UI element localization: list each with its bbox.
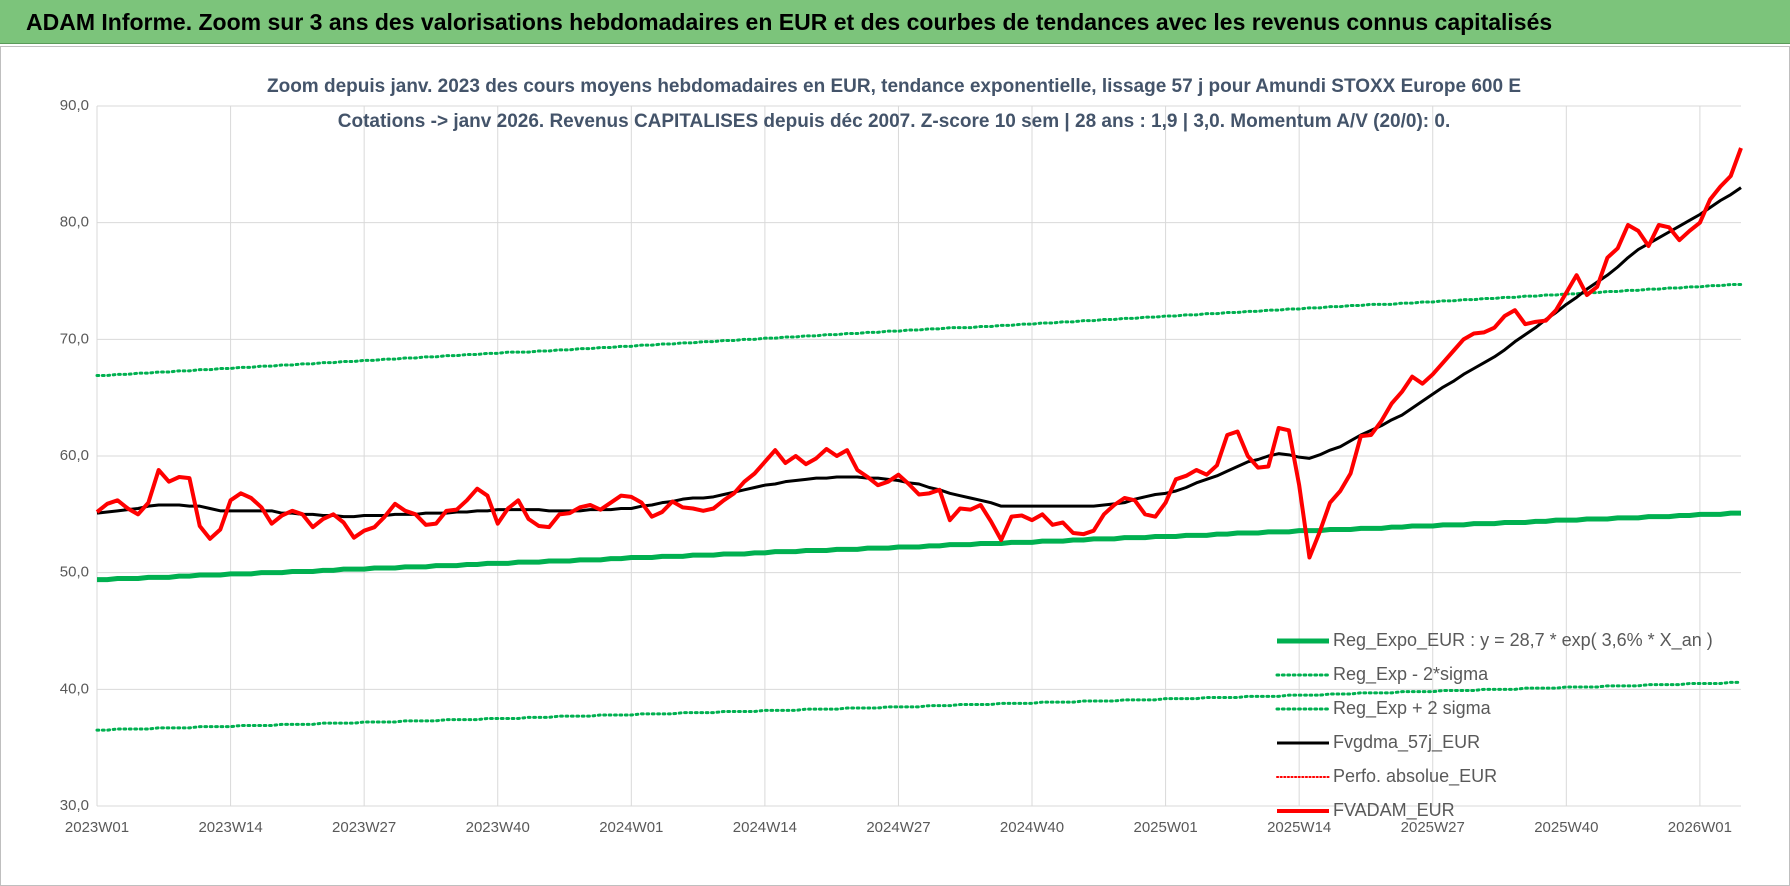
chart-frame: 30,0 40,0 50,0 60,0 70,0 80,0 90,0 2023W01 2023W… — [0, 46, 1790, 886]
legend-label: Fvgdma_57j_EUR — [1333, 732, 1480, 753]
series-line — [97, 510, 1741, 583]
grid: 30,0 40,0 50,0 60,0 70,0 80,0 90,0 2023W01 2023W… — [60, 97, 1741, 836]
x-tick-label: 2024W40 — [1000, 819, 1064, 836]
plot-lines — [95, 147, 1743, 732]
legend-label: FVADAM_EUR — [1333, 800, 1455, 821]
x-tick-label: 2024W27 — [866, 819, 930, 836]
x-tick-label: 2023W14 — [198, 819, 262, 836]
x-tick-label: 2025W40 — [1534, 819, 1598, 836]
y-tick-label: 90,0 — [60, 97, 89, 114]
series-line — [95, 680, 1743, 732]
chart-title: Zoom depuis janv. 2023 des cours moyens … — [267, 76, 1521, 97]
legend-label: Reg_Exp + 2 sigma — [1333, 698, 1492, 719]
y-tick-label: 50,0 — [60, 564, 89, 581]
legend-label: Reg_Expo_EUR : y = 28,7 * exp( 3,6% * X_… — [1333, 630, 1713, 651]
x-tick-label: 2024W14 — [733, 819, 797, 836]
x-tick-label: 2025W14 — [1267, 819, 1331, 836]
x-tick-label: 2024W01 — [599, 819, 663, 836]
chart: 30,0 40,0 50,0 60,0 70,0 80,0 90,0 2023W01 2023W… — [60, 76, 1743, 836]
series-line — [96, 186, 1742, 519]
x-tick-label: 2026W01 — [1668, 819, 1732, 836]
x-tick-label: 2025W27 — [1401, 819, 1465, 836]
x-tick-label: 2023W40 — [466, 819, 530, 836]
y-tick-label: 40,0 — [60, 680, 89, 697]
legend-label: Perfo. absolue_EUR — [1333, 766, 1497, 787]
chart-subtitle: Cotations -> janv 2026. Revenus CAPITALI… — [338, 111, 1451, 132]
series-line — [95, 147, 1743, 560]
x-tick-label: 2025W01 — [1133, 819, 1197, 836]
x-tick-label: 2023W01 — [65, 819, 129, 836]
legend-label: Reg_Exp - 2*sigma — [1333, 664, 1489, 685]
x-tick-label: 2023W27 — [332, 819, 396, 836]
y-tick-label: 80,0 — [60, 214, 89, 231]
y-tick-label: 30,0 — [60, 797, 89, 814]
y-tick-label: 70,0 — [60, 330, 89, 347]
y-tick-label: 60,0 — [60, 447, 89, 464]
series-line — [95, 283, 1743, 377]
legend: Reg_Expo_EUR : y = 28,7 * exp( 3,6% * X_… — [1275, 630, 1713, 821]
header-title: ADAM Informe. Zoom sur 3 ans des valoris… — [0, 0, 1790, 44]
